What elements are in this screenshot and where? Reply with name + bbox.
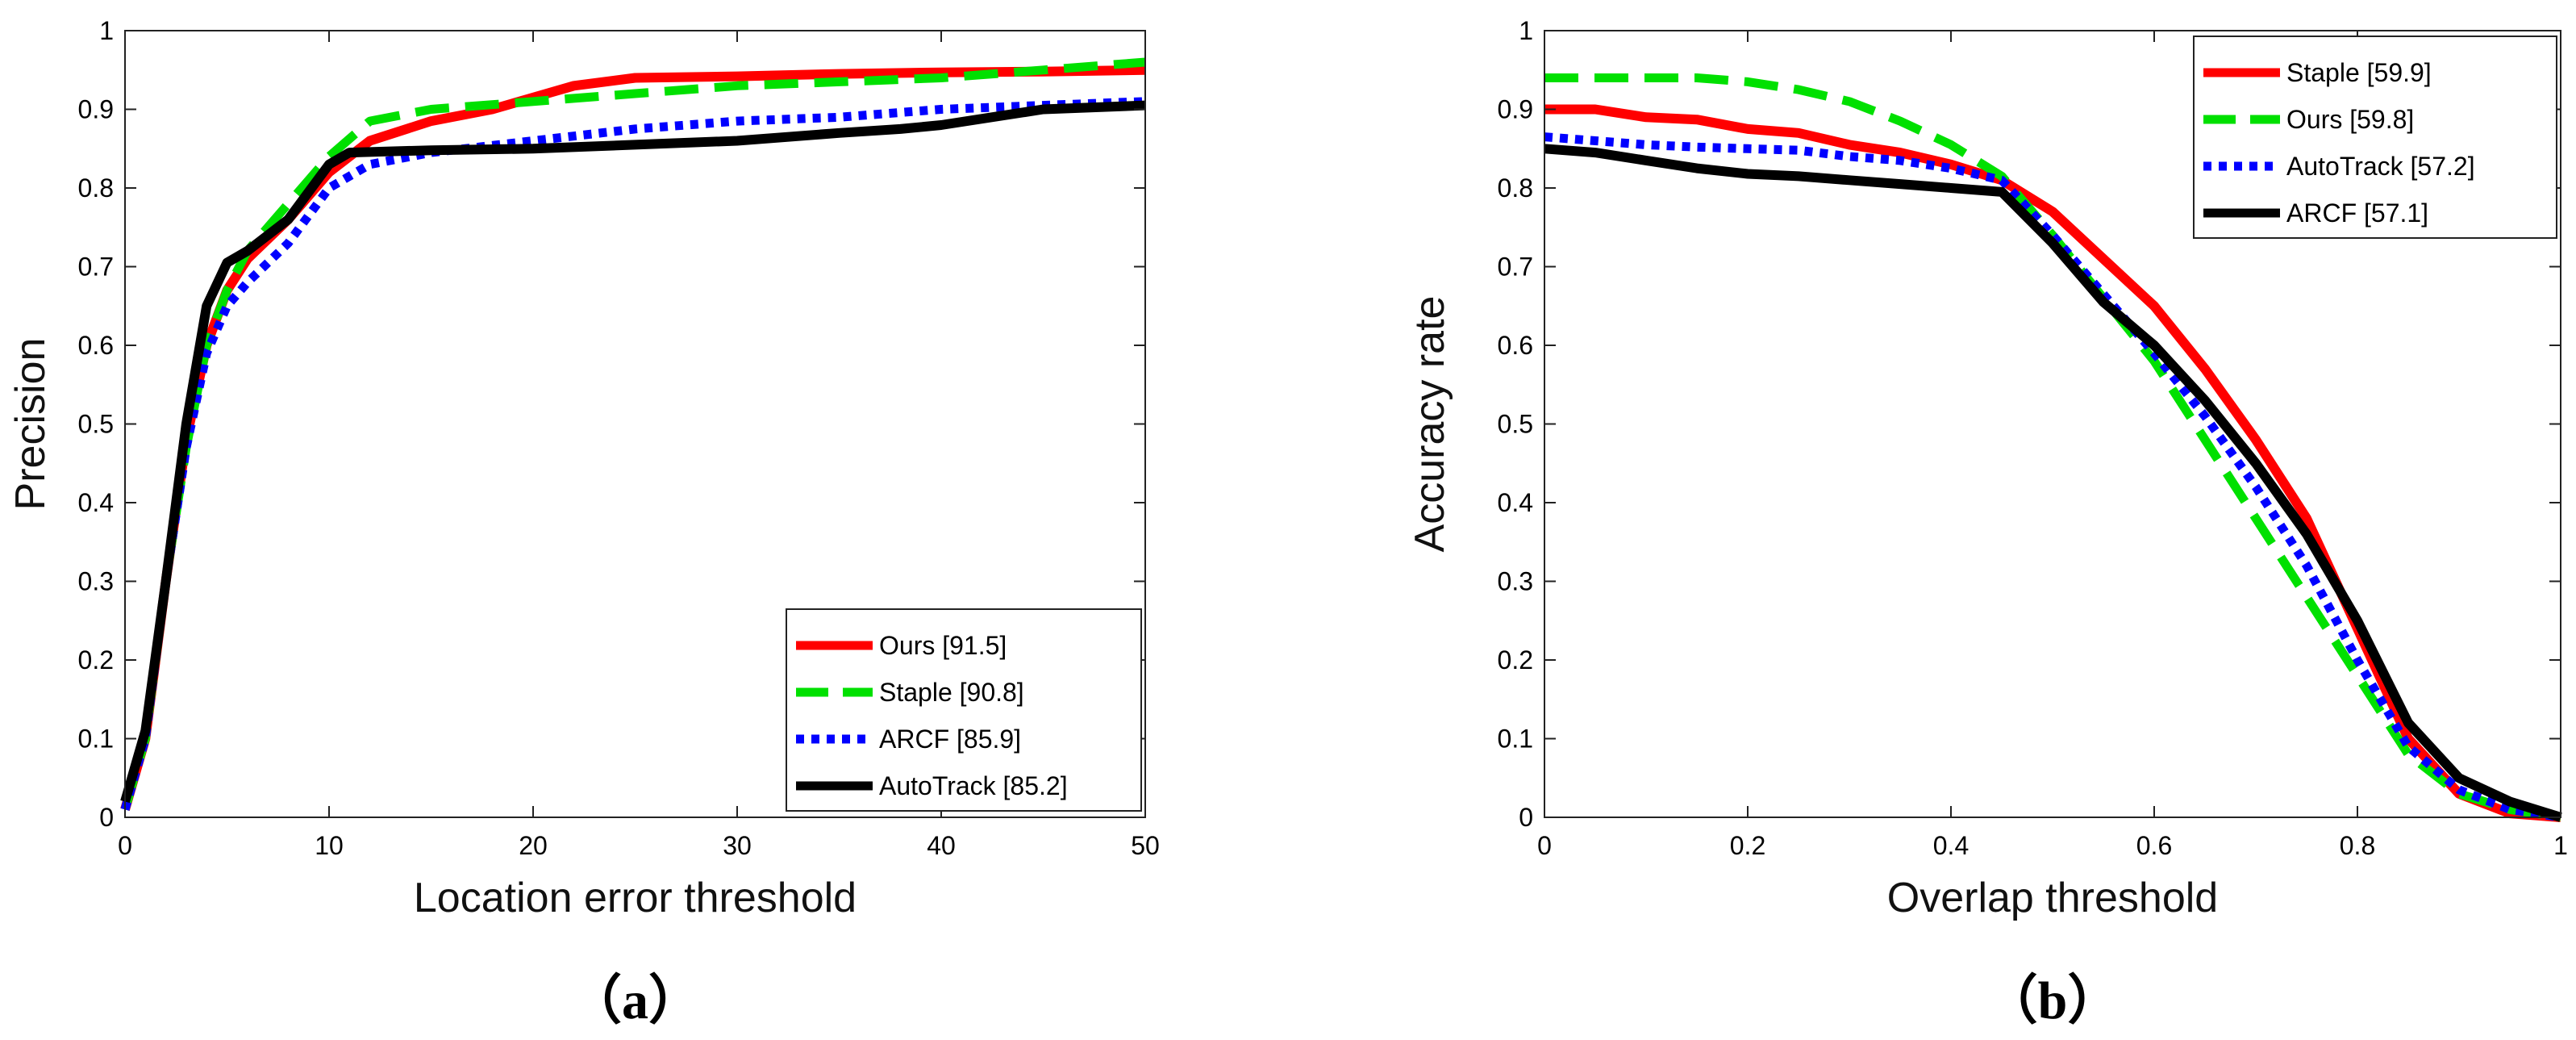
legend-entry: AutoTrack [57.2] bbox=[2286, 152, 2475, 181]
x-tick-label: 10 bbox=[315, 831, 344, 860]
x-tick-label: 0.6 bbox=[2136, 831, 2172, 860]
series-line-autotrack bbox=[120, 100, 1146, 804]
x-tick-label: 0 bbox=[118, 831, 132, 860]
series-line-autotrack bbox=[1544, 132, 2561, 822]
legend-entry: Staple [90.8] bbox=[879, 678, 1024, 707]
series-line-ours bbox=[1544, 73, 2561, 822]
x-tick-label: 0 bbox=[1537, 831, 1552, 860]
y-tick-label: 0.5 bbox=[1498, 410, 1533, 439]
x-axis-label: Overlap threshold bbox=[1887, 875, 2218, 921]
x-tick-label: 30 bbox=[723, 831, 752, 860]
y-tick-label: 0.2 bbox=[78, 645, 114, 675]
series-line-staple bbox=[1544, 104, 2561, 822]
legend-entry: Ours [91.5] bbox=[879, 631, 1007, 660]
x-tick-label: 20 bbox=[519, 831, 548, 860]
legend: Staple [59.9] Ours [59.8] AutoTrack [57.2]… bbox=[2193, 36, 2557, 239]
series-line-staple bbox=[120, 57, 1146, 811]
legend-entry: Staple [59.9] bbox=[2286, 58, 2432, 87]
y-tick-label: 0.1 bbox=[1498, 725, 1533, 754]
y-tick-label: 0.5 bbox=[78, 410, 114, 439]
y-tick-label: 0.3 bbox=[1498, 567, 1533, 596]
x-tick-label: 50 bbox=[1131, 831, 1160, 860]
y-tick-label: 0.1 bbox=[78, 725, 114, 754]
x-tick-label: 0.2 bbox=[1730, 831, 1765, 860]
y-tick-label: 0.2 bbox=[1498, 645, 1533, 675]
panel-a: 0 10 20 30 40 50 0 0.1 0.2 0.3 0.4 0.5 0.6 0.7 0.8 0.9 1… bbox=[7, 16, 1160, 1030]
y-tick-label: 0.8 bbox=[78, 173, 114, 203]
y-tick-label: 0.4 bbox=[1498, 488, 1533, 517]
legend-entry: ARCF [57.1] bbox=[2286, 198, 2428, 228]
legend-box bbox=[786, 608, 1142, 812]
y-tick-label: 0 bbox=[1519, 803, 1533, 832]
y-tick-label: 0.7 bbox=[78, 253, 114, 282]
legend-entry: ARCF [85.9] bbox=[879, 725, 1021, 754]
y-tick-label: 0.8 bbox=[1498, 173, 1533, 203]
y-tick-label: 0.6 bbox=[78, 331, 114, 360]
y-tick-label: 0.9 bbox=[1498, 95, 1533, 124]
y-tick-label: 1 bbox=[99, 16, 114, 45]
x-tick-label: 0.8 bbox=[2340, 831, 2375, 860]
x-tick-label: 0.4 bbox=[1933, 831, 1969, 860]
legend-entry: Ours [59.8] bbox=[2286, 105, 2414, 134]
y-tick-label: 0.7 bbox=[1498, 253, 1533, 282]
y-tick-label: 0.9 bbox=[78, 95, 114, 124]
y-axis-label: Precision bbox=[7, 338, 54, 511]
y-axis-label: Accuracy rate bbox=[1407, 296, 1453, 553]
x-tick-label: 1 bbox=[2553, 831, 2568, 860]
legend: Ours [91.5] Staple [90.8] ARCF [85.9] AutoT… bbox=[786, 608, 1142, 812]
panel-b: 0 0.2 0.4 0.6 0.8 1 0 0.1 0.2 0.3 0.4 0.5 0.6 0.7 0.8 0… bbox=[1407, 16, 2568, 1030]
panel-label: （b） bbox=[1985, 971, 2121, 1030]
y-tick-label: 0.4 bbox=[78, 488, 114, 517]
y-tick-label: 0.6 bbox=[1498, 331, 1533, 360]
panel-label: （a） bbox=[569, 971, 702, 1030]
y-tick-label: 0 bbox=[99, 803, 114, 832]
x-axis-label: Location error threshold bbox=[414, 875, 857, 921]
series-line-arcf bbox=[1544, 144, 2562, 822]
legend-entry: AutoTrack [85.2] bbox=[879, 771, 1068, 800]
y-tick-label: 1 bbox=[1519, 16, 1533, 45]
y-tick-label: 0.3 bbox=[78, 567, 114, 596]
x-tick-label: 40 bbox=[927, 831, 956, 860]
